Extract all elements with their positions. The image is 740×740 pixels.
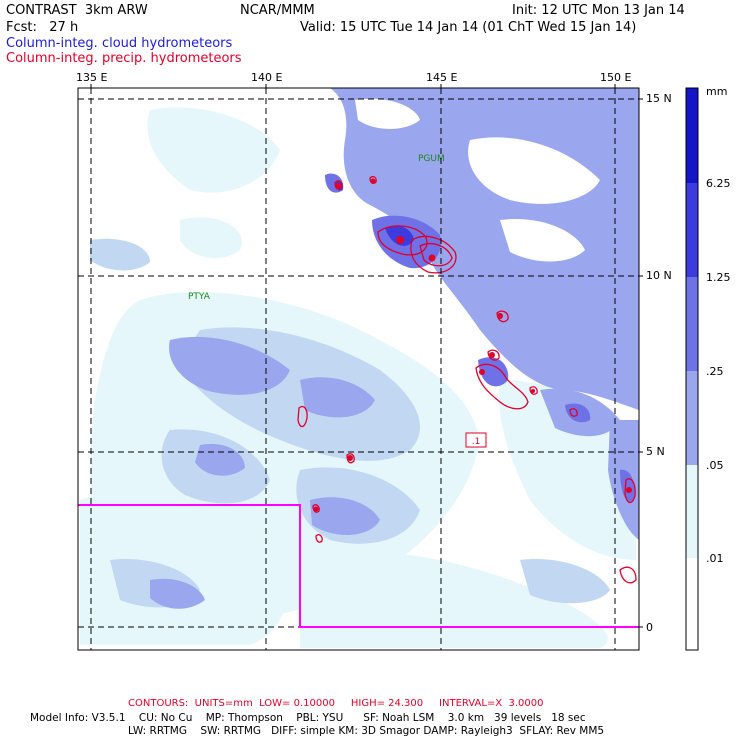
hydrometeor-field: .1 PGUM PTYA [78, 88, 639, 650]
colorbar-level-0-25: .25 [706, 365, 724, 378]
colorbar-unit: mm [706, 85, 728, 98]
forecast-hour: Fcst: 27 h [6, 20, 79, 35]
contour-label-text: .1 [472, 437, 481, 447]
contour-label-box [465, 432, 487, 448]
model-info-line-2: LW: RRTMG SW: RRTMG DIFF: simple KM: 3D … [128, 725, 605, 737]
org-label: NCAR/MMM [240, 3, 315, 18]
field-precip-label: Column-integ. precip. hydrometeors [6, 51, 242, 66]
colorbar-level-1-25: 1.25 [706, 271, 731, 284]
model-title: CONTRAST 3km ARW [6, 3, 148, 18]
map-frame [77, 87, 640, 651]
station-label-ptya: PTYA [188, 292, 211, 302]
nested-domain-boundary [78, 504, 639, 628]
contour-info: CONTOURS: UNITS=mm LOW= 0.10000 HIGH= 24… [128, 698, 544, 709]
lon-label-150: 150 E [600, 71, 632, 84]
model-info-line-1: Model Info: V3.5.1 CU: No Cu MP: Thompso… [30, 712, 586, 724]
lon-label-140: 140 E [251, 71, 283, 84]
colorbar [685, 87, 699, 651]
lat-label-0: 0 [646, 621, 653, 634]
lon-label-145: 145 E [426, 71, 458, 84]
field-cloud-label: Column-integ. cloud hydrometeors [6, 36, 233, 51]
init-time: Init: 12 UTC Mon 13 Jan 14 [512, 3, 685, 18]
colorbar-level-0-05: .05 [706, 459, 724, 472]
lon-label-135: 135 E [76, 71, 108, 84]
valid-time: Valid: 15 UTC Tue 14 Jan 14 (01 ChT Wed … [300, 20, 637, 35]
lat-lon-grid [78, 88, 639, 650]
lat-label-15n: 15 N [646, 92, 672, 105]
station-label-pgum: PGUM [418, 154, 445, 164]
colorbar-level-6-25: 6.25 [706, 177, 731, 190]
lat-label-10n: 10 N [646, 269, 672, 282]
lat-label-5n: 5 N [646, 445, 665, 458]
colorbar-level-0-01: .01 [706, 552, 724, 565]
